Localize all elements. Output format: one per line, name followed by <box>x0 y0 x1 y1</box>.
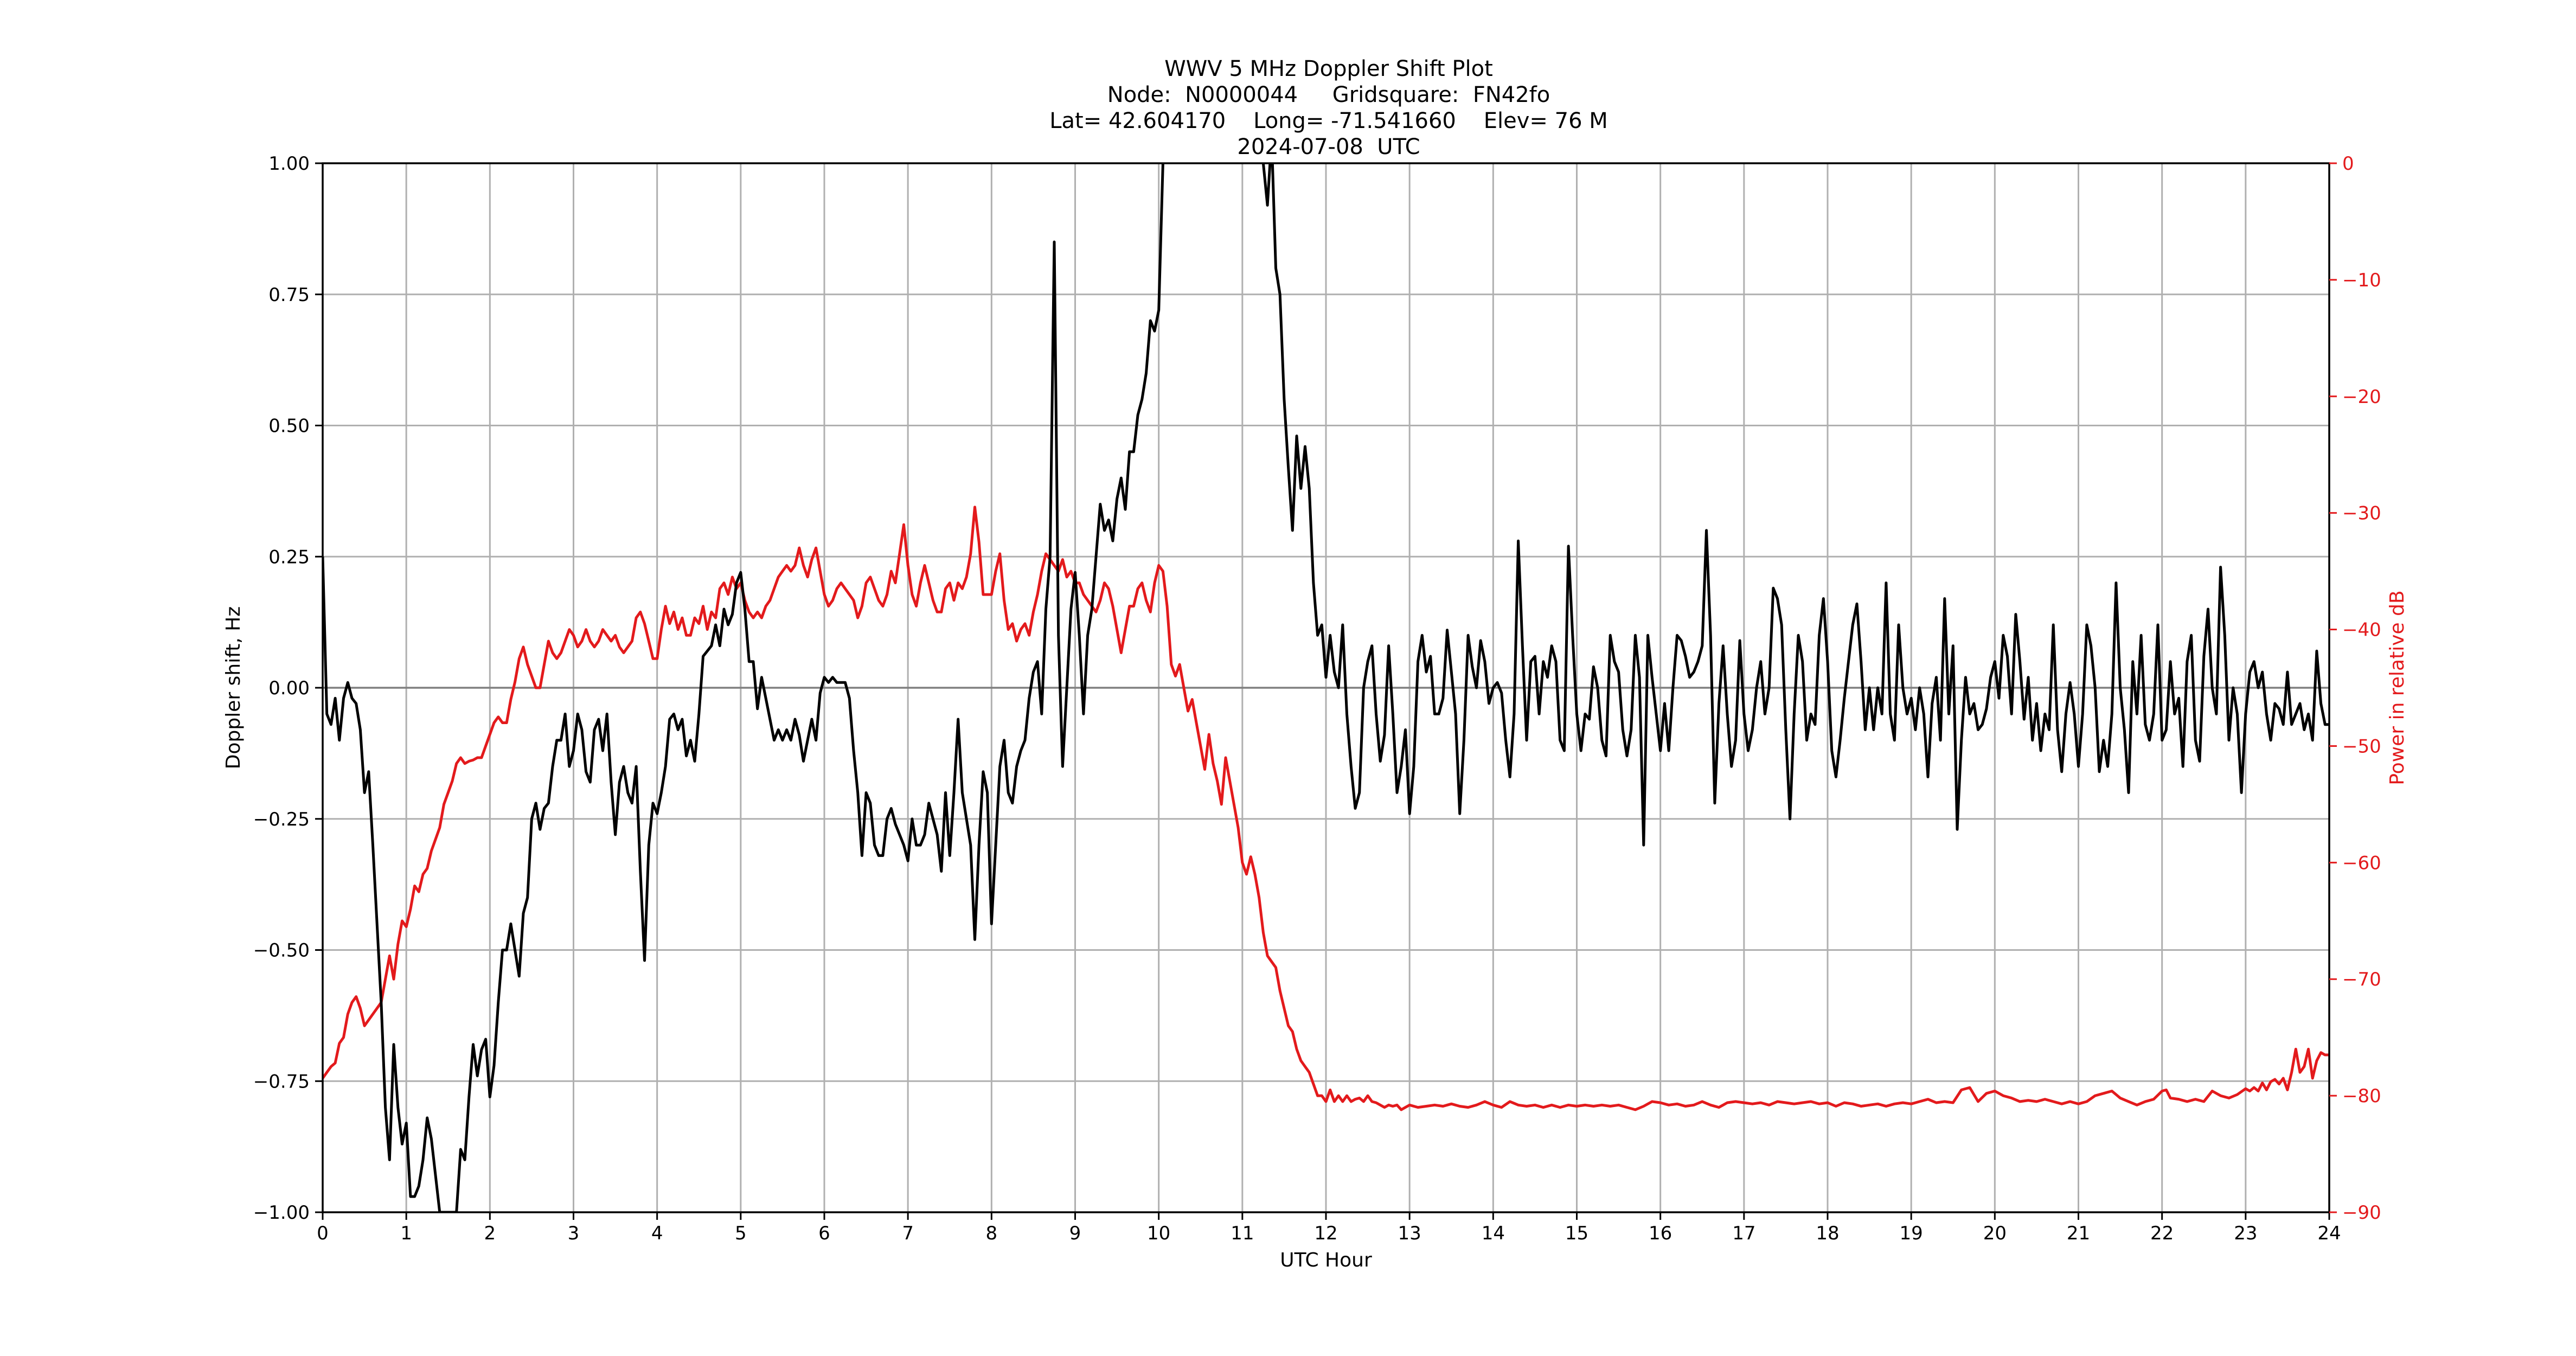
x-tick-label: 7 <box>902 1223 914 1244</box>
x-tick-label: 4 <box>651 1223 663 1244</box>
x-tick-label: 18 <box>1816 1223 1839 1244</box>
x-tick-label: 6 <box>818 1223 830 1244</box>
x-tick-label: 17 <box>1732 1223 1755 1244</box>
x-tick-label: 23 <box>2234 1223 2257 1244</box>
y-tick-label: −0.75 <box>253 1071 310 1092</box>
x-tick-label: 14 <box>1482 1223 1505 1244</box>
x-tick-label: 15 <box>1565 1223 1588 1244</box>
y-axis-label: Doppler shift, Hz <box>222 606 245 769</box>
y-axis-right: 0 −10 −20 −30 −40 −50 −60 −70 −80 −90 <box>2329 153 2381 1224</box>
y2-axis-label: Power in relative dB <box>2386 590 2408 785</box>
chart-title-line-4: 2024-07-08 UTC <box>1237 135 1420 159</box>
x-tick-label: 8 <box>986 1223 998 1244</box>
x-tick-label: 21 <box>2067 1223 2090 1244</box>
x-tick-label: 19 <box>1900 1223 1923 1244</box>
y-tick-label: 0.50 <box>268 415 310 437</box>
y2-tick-label: −20 <box>2342 386 2381 408</box>
x-tick-label: 10 <box>1147 1223 1170 1244</box>
x-tick-label: 1 <box>400 1223 412 1244</box>
y-axis-left: 1.00 0.75 0.50 0.25 0.00 −0.25 −0.50 −0.75 −1.00 <box>253 153 323 1224</box>
y-tick-label: 1.00 <box>268 153 310 175</box>
x-tick-label: 0 <box>317 1223 329 1244</box>
y2-tick-label: −50 <box>2342 735 2381 757</box>
x-tick-label: 16 <box>1649 1223 1672 1244</box>
x-tick-label: 22 <box>2150 1223 2174 1244</box>
y-tick-label: −1.00 <box>253 1202 310 1224</box>
y2-tick-label: −40 <box>2342 619 2381 641</box>
chart-title-line-3: Lat= 42.604170 Long= -71.541660 Elev= 76… <box>1049 108 1608 133</box>
x-axis: 0 1 2 3 4 5 6 7 8 9 10 11 12 13 14 15 16 17 18 19 20 21 22 23 24 <box>317 1212 2341 1244</box>
doppler-series-line <box>323 163 2329 1212</box>
x-tick-label: 24 <box>2317 1223 2341 1244</box>
x-tick-label: 12 <box>1314 1223 1337 1244</box>
x-tick-label: 11 <box>1231 1223 1254 1244</box>
x-tick-label: 13 <box>1398 1223 1421 1244</box>
y2-tick-label: −90 <box>2342 1202 2381 1224</box>
x-tick-label: 5 <box>735 1223 747 1244</box>
y-tick-label: −0.50 <box>253 940 310 962</box>
y-tick-label: 0.75 <box>268 284 310 306</box>
chart-title-line-1: WWV 5 MHz Doppler Shift Plot <box>1164 56 1493 81</box>
y2-tick-label: −70 <box>2342 969 2381 990</box>
y2-tick-label: −30 <box>2342 503 2381 525</box>
x-tick-label: 2 <box>484 1223 496 1244</box>
x-tick-label: 20 <box>1983 1223 2007 1244</box>
y2-tick-label: −10 <box>2342 270 2381 291</box>
chart-title-line-2: Node: N0000044 Gridsquare: FN42fo <box>1107 82 1550 107</box>
y-tick-label: −0.25 <box>253 809 310 830</box>
x-tick-label: 3 <box>568 1223 580 1244</box>
x-tick-label: 9 <box>1069 1223 1081 1244</box>
y-tick-label: 0.00 <box>268 677 310 699</box>
y2-tick-label: −80 <box>2342 1085 2381 1107</box>
y-tick-label: 0.25 <box>268 546 310 568</box>
y2-tick-label: 0 <box>2342 153 2354 175</box>
x-axis-label: UTC Hour <box>1280 1249 1372 1271</box>
power-series-line <box>323 506 2329 1111</box>
y2-tick-label: −60 <box>2342 852 2381 874</box>
